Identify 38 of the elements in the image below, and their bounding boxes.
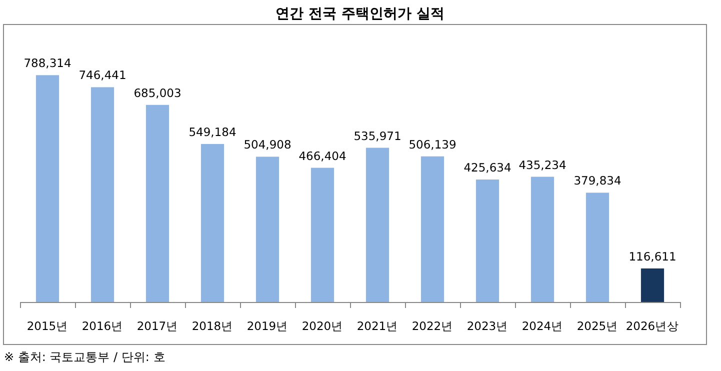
x-tick-label: 2019년 [246, 319, 288, 333]
data-label: 506,139 [408, 137, 456, 152]
x-tick-label: 2016년 [82, 319, 124, 333]
data-label: 746,441 [78, 68, 126, 82]
data-label: 466,404 [298, 148, 346, 163]
x-tick-label: 2021년 [356, 319, 398, 333]
x-tick-label: 2025년 [576, 319, 618, 333]
x-tick-label: 2017년 [136, 319, 178, 333]
bar [530, 176, 554, 302]
bar [476, 180, 500, 302]
data-label: 379,834 [574, 174, 622, 188]
bar [586, 192, 610, 302]
bar [146, 104, 170, 302]
chart-title: 연간 전국 주택인허가 실적 [276, 6, 444, 22]
data-label: 535,971 [354, 128, 402, 143]
bar [36, 75, 60, 302]
bar [640, 268, 664, 302]
data-label: 504,908 [244, 138, 292, 152]
bar [256, 156, 280, 302]
bar [310, 168, 334, 302]
data-label: 116,611 [628, 249, 676, 264]
text: ※ 출처: 국토교통부 / 단위: 호 [4, 350, 166, 364]
x-tick-label: 2023년 [466, 319, 508, 333]
data-label: 435,234 [518, 158, 566, 172]
x-tick-label: 2020년 [302, 319, 344, 333]
data-label: 685,003 [134, 86, 182, 100]
data-label: 549,184 [188, 124, 236, 139]
x-tick-label: 2026년상 [626, 319, 680, 333]
bar [366, 148, 390, 302]
data-label: 788,314 [24, 56, 72, 70]
x-tick-label: 2024년 [522, 319, 564, 333]
bar [420, 156, 444, 302]
bar [90, 87, 114, 302]
x-tick-label: 2022년 [412, 319, 454, 333]
x-tick-label: 2018년 [192, 319, 234, 333]
x-tick-label: 2015년 [26, 319, 68, 333]
data-label: 425,634 [464, 160, 512, 175]
bar [200, 144, 224, 302]
